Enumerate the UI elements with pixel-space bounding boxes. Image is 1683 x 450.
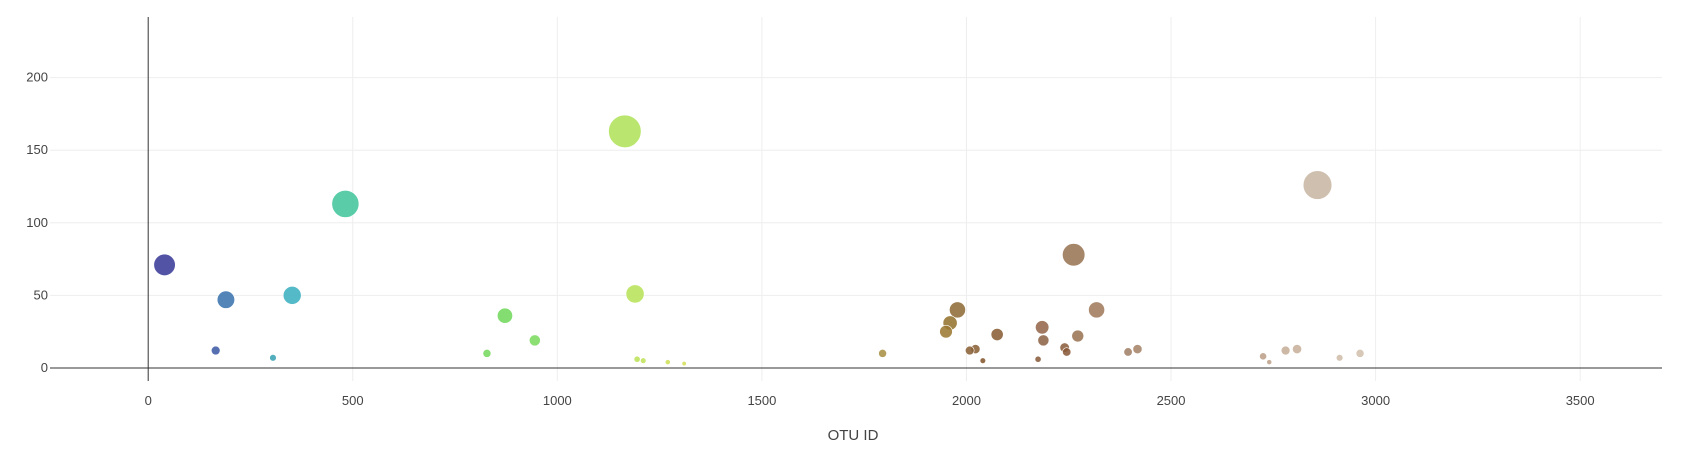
bubble-point[interactable] [528,334,541,347]
bubble-point[interactable] [210,345,221,356]
bubble-point[interactable] [625,284,645,304]
bubble-point[interactable] [482,349,492,358]
x-axis-title: OTU ID [828,427,879,444]
bubble-point[interactable] [331,190,360,218]
x-tick-label: 3000 [1361,393,1390,408]
bubble-point[interactable] [1035,320,1050,335]
bubble-point[interactable] [990,328,1004,341]
bubble-point[interactable] [608,114,642,148]
tick-label-layer: 0 500 1000 1500 2000 2500 3000 3500 0 50 100 150 200 [26,70,1594,408]
bubble-point[interactable] [1062,347,1072,357]
bubble-point[interactable] [1335,354,1344,362]
y-tick-label: 100 [26,215,48,230]
bubble-point[interactable] [1266,359,1273,365]
bubble-point[interactable] [1062,243,1086,267]
x-tick-label: 500 [342,393,364,408]
bubble-point[interactable] [1037,334,1050,347]
bubble-layer [153,114,1365,367]
bubble-point[interactable] [640,357,647,364]
bubble-point[interactable] [939,324,953,339]
bubble-point[interactable] [1071,329,1085,343]
bubble-point[interactable] [153,253,176,276]
x-tick-label: 1000 [543,393,572,408]
x-tick-label: 3500 [1566,393,1595,408]
bubble-point[interactable] [965,345,975,356]
y-tick-label: 50 [34,287,48,302]
bubble-point[interactable] [633,355,641,363]
bubble-point[interactable] [979,357,986,364]
y-tick-label: 0 [41,360,48,375]
bubble-point[interactable] [1355,349,1365,358]
bubble-point[interactable] [1302,170,1333,200]
x-tick-label: 2500 [1157,393,1186,408]
bubble-point[interactable] [269,354,277,362]
bubble-point[interactable] [216,290,235,309]
bubble-point[interactable] [1132,344,1143,354]
bubble-point[interactable] [1280,345,1291,356]
bubble-point[interactable] [1034,355,1042,363]
bubble-point[interactable] [681,361,687,367]
bubble-point[interactable] [878,349,887,358]
bubble-point[interactable] [1088,301,1105,319]
y-tick-label: 200 [26,70,48,85]
x-tick-label: 1500 [747,393,776,408]
x-tick-label: 0 [145,393,152,408]
bubble-point[interactable] [1259,352,1268,361]
bubble-point[interactable] [664,359,671,365]
axis-layer [50,17,1662,381]
bubble-point[interactable] [1123,347,1133,357]
grid-layer [50,17,1662,381]
bubble-point[interactable] [1292,344,1302,354]
bubble-point[interactable] [496,307,513,324]
bubble-point[interactable] [282,286,302,305]
bubble-point[interactable] [949,301,966,319]
y-tick-label: 150 [26,142,48,157]
x-tick-label: 2000 [952,393,981,408]
